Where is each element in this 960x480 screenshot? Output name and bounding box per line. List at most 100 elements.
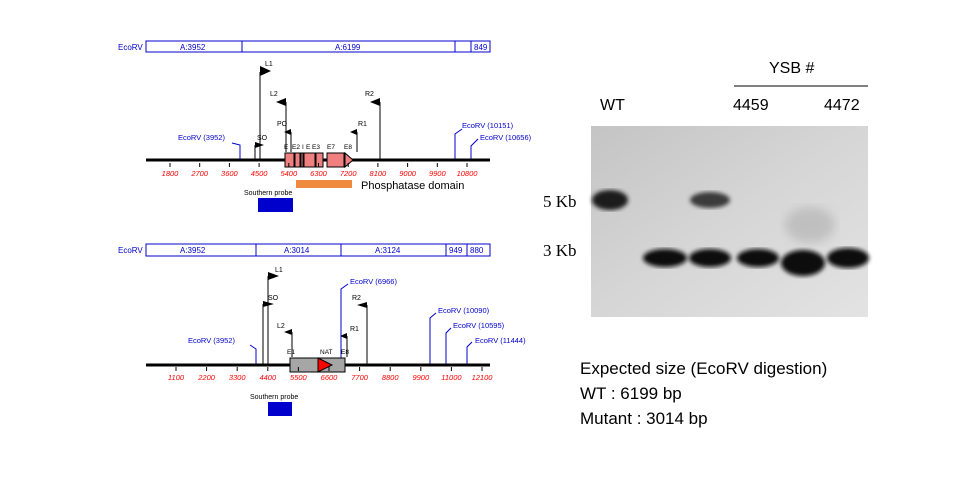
svg-text:NAT: NAT	[320, 349, 333, 356]
svg-text:R2: R2	[365, 91, 374, 98]
svg-text:I: I	[302, 144, 304, 151]
primer-r2: R2	[365, 91, 381, 160]
lane-label-wt: WT	[600, 97, 625, 114]
svg-text:SO: SO	[268, 295, 279, 302]
primer-so: SO	[254, 135, 268, 160]
tick-label: 2700	[190, 169, 209, 178]
tick-label: 12100	[472, 373, 494, 382]
tick-label: 5500	[290, 373, 308, 382]
tick-label: 6300	[310, 169, 328, 178]
southern-probe-label: Southern probe	[244, 190, 292, 197]
tick-label: 7700	[351, 373, 369, 382]
svg-text:PO: PO	[277, 121, 288, 128]
tick-label: 7200	[340, 169, 358, 178]
svg-text:EcoRV (10090): EcoRV (10090)	[438, 306, 490, 315]
svg-text:E7: E7	[327, 144, 335, 151]
svg-text:E8: E8	[341, 349, 349, 356]
southern-probe-box	[258, 198, 293, 212]
southern-probe-label: Southern probe	[250, 394, 298, 401]
segment-label: EcoRV	[118, 246, 143, 255]
segment-label: 849	[474, 43, 488, 52]
marker-3kb: 3 Kb	[543, 241, 577, 260]
segment-label: EcoRV	[118, 43, 143, 52]
exon-blocks-1	[284, 151, 354, 169]
svg-text:L2: L2	[270, 91, 278, 98]
segment-label: 880	[470, 246, 484, 255]
primer-po: PO	[277, 121, 292, 152]
svg-text:E: E	[306, 144, 311, 151]
tick-label: 10800	[457, 169, 479, 178]
blot-bands	[592, 190, 869, 276]
primer-r1: R1	[350, 121, 367, 152]
ysb-header: YSB #	[769, 60, 815, 77]
svg-text:E: E	[284, 144, 289, 151]
tick-label: 6600	[321, 373, 339, 382]
svg-text:E8: E8	[344, 144, 352, 151]
segment-label: A:3124	[375, 246, 401, 255]
segment-label: A:6199	[335, 43, 361, 52]
svg-text:EcoRV (6966): EcoRV (6966)	[350, 277, 397, 286]
restriction-map-bar-2: EcoRV A:3952 A:3014 A:3124 949 880	[118, 243, 491, 257]
svg-text:EcoRV (10595): EcoRV (10595)	[453, 321, 505, 330]
ecorv-sites-2: EcoRV (3952) EcoRV (6966) EcoRV (10090) …	[188, 277, 526, 365]
tick-label: 5400	[280, 169, 298, 178]
svg-text:EcoRV (10151): EcoRV (10151)	[462, 121, 514, 130]
svg-text:EcoRV (3952): EcoRV (3952)	[188, 336, 235, 345]
tick-label: 11000	[441, 373, 462, 382]
tick-label: 2200	[197, 373, 216, 382]
svg-text:E1: E1	[287, 349, 295, 356]
primer-so-mut: SO	[262, 295, 279, 365]
tick-label: 3600	[221, 169, 239, 178]
tick-label: 1800	[162, 169, 180, 178]
tick-label: 9900	[412, 373, 430, 382]
primer-l2: L2	[270, 91, 287, 152]
phosphatase-domain-bar	[296, 180, 352, 188]
tick-labels-1: 1800 2700 3600 4500 5400 6300 7200 8100 9000 9900…	[162, 163, 479, 178]
primer-l2-mut: L2	[277, 323, 293, 357]
segment-label: A:3952	[180, 43, 206, 52]
svg-text:L1: L1	[275, 267, 283, 274]
svg-text:EcoRV (3952): EcoRV (3952)	[178, 133, 225, 142]
primer-r2-mut: R2	[352, 295, 368, 365]
marker-5kb: 5 Kb	[543, 192, 577, 211]
expected-size-title: Expected size (EcoRV digestion)	[580, 359, 828, 378]
lane-label-4459: 4459	[733, 97, 769, 114]
nat-marker-arrow	[317, 357, 334, 373]
svg-text:EcoRV (11444): EcoRV (11444)	[475, 336, 526, 345]
tick-labels-2: 1100 2200 3300 4400 5500 6600 7700 8800 9900 1100…	[168, 367, 493, 382]
restriction-map-bar-1: EcoRV A:3952 A:6199 849	[118, 40, 491, 53]
svg-text:EcoRV (10656): EcoRV (10656)	[480, 133, 532, 142]
ecorv-sites-1: EcoRV (3952) EcoRV (10151) EcoRV (10656)	[178, 121, 532, 160]
svg-text:E3: E3	[312, 144, 320, 151]
tick-label: 9900	[429, 169, 447, 178]
expected-size-mutant: Mutant : 3014 bp	[580, 409, 708, 428]
mutant-locus-map: EcoRV A:3952 A:3014 A:3124 949 880 L1 SO…	[118, 243, 526, 416]
svg-text:SO: SO	[257, 135, 268, 142]
southern-blot	[591, 85, 869, 317]
svg-text:E2: E2	[292, 144, 300, 151]
tick-label: 4500	[251, 169, 269, 178]
svg-text:R1: R1	[358, 121, 367, 128]
svg-text:L1: L1	[265, 61, 273, 68]
nat-cassette: E1 NAT E8	[287, 349, 349, 373]
svg-text:R2: R2	[352, 295, 361, 302]
expected-size-wt: WT : 6199 bp	[580, 384, 682, 403]
segment-label: A:3014	[284, 246, 310, 255]
segment-label: A:3952	[180, 246, 206, 255]
segment-label: 949	[449, 246, 463, 255]
svg-text:R1: R1	[350, 326, 359, 333]
primer-r1-mut: R1	[340, 326, 359, 357]
tick-label: 3300	[229, 373, 247, 382]
exon-labels-1: E E2 I E E3 E7 E8	[284, 144, 352, 151]
wt-locus-map: EcoRV A:3952 A:6199 849 L1 L2 PO R2	[118, 40, 532, 212]
phosphatase-domain-label: Phosphatase domain	[361, 180, 464, 192]
tick-label: 8100	[370, 169, 388, 178]
tick-label: 4400	[259, 373, 277, 382]
tick-label: 1100	[168, 373, 185, 382]
tick-label: 9000	[399, 169, 417, 178]
svg-text:L2: L2	[277, 323, 285, 330]
tick-label: 8800	[382, 373, 400, 382]
lane-label-4472: 4472	[824, 97, 860, 114]
primer-l1-mut: L1	[267, 267, 283, 365]
